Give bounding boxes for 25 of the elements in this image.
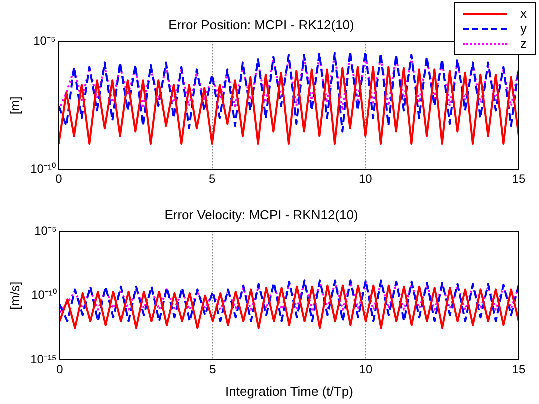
line-series [60, 282, 519, 314]
legend-label: x [520, 6, 527, 21]
chart-title: Error Velocity: MCPI - RKN12(10) [164, 207, 358, 222]
x-tick-label: 10 [359, 362, 373, 377]
y-tick-label: 10⁻⁵ [34, 34, 56, 48]
x-tick-label: 5 [208, 172, 216, 186]
x-tick-label: 15 [512, 362, 526, 377]
x-axis-title: Integration Time (t/Tp) [226, 384, 354, 399]
y-tick-label: 10⁻¹⁵ [30, 352, 57, 366]
line-series [58, 54, 519, 112]
x-tick-label: 0 [56, 172, 63, 186]
x-tick-label: 0 [56, 362, 64, 377]
x-tick-label: 5 [210, 362, 217, 377]
chart-title: Error Position: MCPI - RK12(10) [168, 17, 354, 32]
y-axis-title: [m] [7, 96, 22, 115]
y-axis-title: [m/s] [7, 282, 22, 310]
line-series [60, 280, 519, 322]
legend-label: y [520, 21, 527, 36]
legend-label: z [520, 36, 527, 51]
x-tick-label: 10 [358, 172, 373, 186]
x-tick-label: 15 [512, 172, 526, 186]
y-tick-label: 10⁻⁵ [34, 224, 57, 238]
line-series [58, 50, 519, 133]
y-tick-label: 10⁻¹⁰ [32, 288, 57, 302]
y-tick-label: 10⁻¹⁰ [30, 162, 56, 176]
